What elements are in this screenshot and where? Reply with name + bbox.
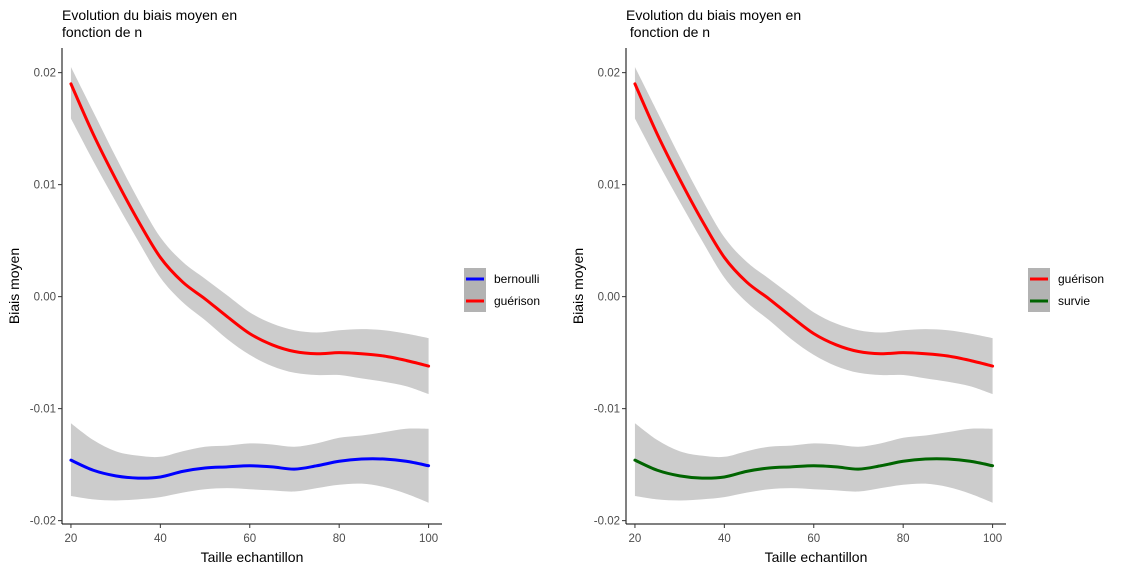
series-line-guérison: [69, 82, 431, 368]
y-tick-label: -0.02: [594, 516, 620, 528]
legend-label-bernoulli: bernoulli: [494, 272, 539, 286]
x-tick-label: 80: [897, 533, 910, 545]
x-tick-label: 20: [629, 533, 642, 545]
chart-panel-left: Evolution du biais moyen en fonction de n…: [6, 7, 540, 565]
y-axis-title: Biais moyen: [6, 248, 22, 324]
legend: bernoulli guérison: [464, 268, 540, 312]
x-tick-label: 40: [718, 533, 731, 545]
y-tick-label: 0.00: [34, 292, 56, 304]
confidence-band-guérison: [634, 67, 993, 395]
chart-title-line: fonction de n: [62, 24, 142, 40]
chart-title-line: Evolution du biais moyen en: [626, 7, 801, 23]
y-tick-label: -0.02: [30, 516, 56, 528]
confidence-band-bernoulli: [70, 423, 429, 503]
y-tick-label: -0.01: [30, 404, 56, 416]
y-tick-label: 0.02: [598, 68, 620, 80]
series-line-survie: [633, 457, 995, 480]
legend: guérison survie: [1028, 268, 1104, 312]
x-tick-label: 60: [807, 533, 820, 545]
x-tick-label: 20: [65, 533, 78, 545]
legend-label-survie: survie: [1058, 294, 1090, 308]
series-line-bernoulli: [69, 457, 431, 480]
x-tick-label: 80: [333, 533, 346, 545]
y-tick-label: 0.02: [34, 68, 56, 80]
y-tick-label: 0.01: [34, 180, 56, 192]
legend-label-guérison: guérison: [494, 294, 540, 308]
legend-label-guérison: guérison: [1058, 272, 1104, 286]
chart-title-line: Evolution du biais moyen en: [62, 7, 237, 23]
x-tick-label: 60: [243, 533, 256, 545]
chart-title-line: fonction de n: [626, 24, 710, 40]
y-tick-label: 0.00: [598, 292, 620, 304]
x-axis-title: Taille echantillon: [765, 549, 868, 565]
confidence-band-guérison: [70, 67, 429, 395]
confidence-band-survie: [634, 423, 993, 503]
y-axis-title: Biais moyen: [570, 248, 586, 324]
chart-title: Evolution du biais moyen en fonction de n: [62, 7, 237, 40]
x-axis-title: Taille echantillon: [201, 549, 304, 565]
series-line-guérison: [633, 82, 995, 368]
y-tick-label: -0.01: [594, 404, 620, 416]
y-tick-label: 0.01: [598, 180, 620, 192]
chart-panel-right: Evolution du biais moyen en fonction de …: [570, 7, 1104, 565]
x-tick-label: 100: [983, 533, 1002, 545]
chart-title: Evolution du biais moyen en fonction de …: [626, 7, 801, 40]
x-tick-label: 100: [419, 533, 438, 545]
x-tick-label: 40: [154, 533, 167, 545]
